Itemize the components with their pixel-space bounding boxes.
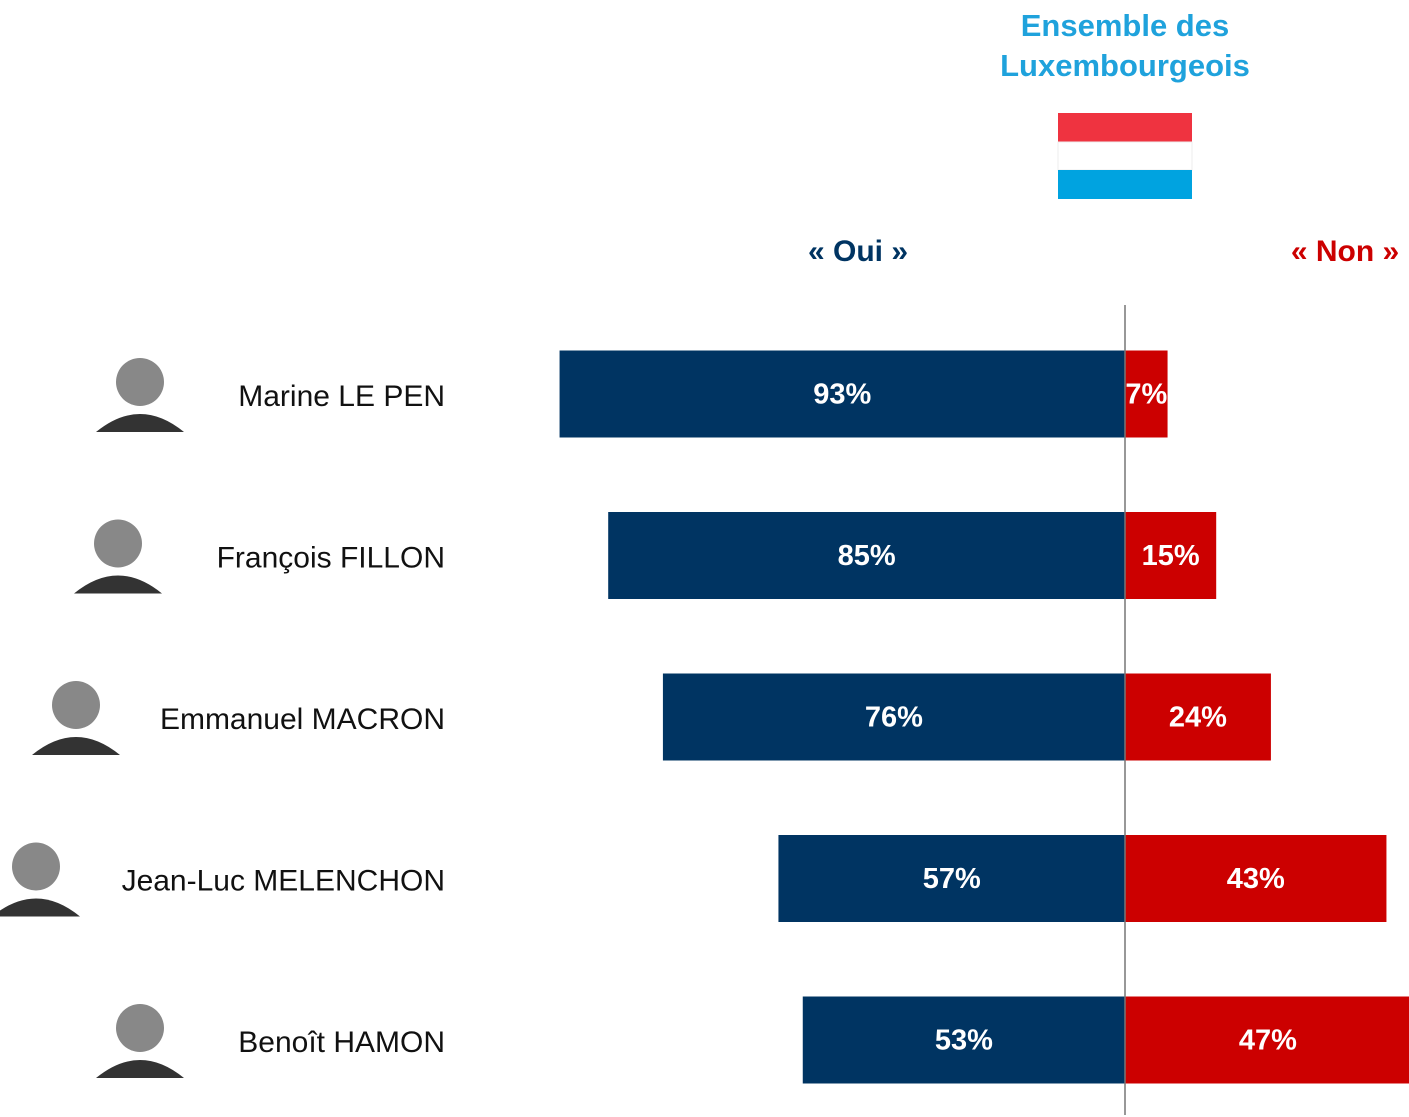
bar <box>1125 996 1409 1084</box>
photos <box>0 358 184 1078</box>
category-label: Jean-Luc MELENCHON <box>122 864 445 897</box>
value-label: 24% <box>1169 702 1227 734</box>
value-label: 47% <box>1239 1025 1297 1057</box>
bar <box>1125 350 1168 438</box>
bar <box>778 835 1125 922</box>
bar <box>1125 512 1217 599</box>
value-label: 57% <box>923 863 981 895</box>
bar <box>662 673 1125 761</box>
chart-title: Ensemble des Luxembourgeois <box>1000 8 1250 83</box>
photo-head <box>12 842 60 891</box>
photo-body <box>74 575 162 594</box>
bar <box>1125 835 1387 922</box>
value-label: 53% <box>935 1025 993 1057</box>
value-label: 15% <box>1142 540 1200 572</box>
bar <box>608 512 1125 599</box>
category-label: Marine LE PEN <box>238 380 445 413</box>
flag-blue <box>1058 170 1192 199</box>
photo-body <box>32 737 120 755</box>
flag-white <box>1057 141 1193 171</box>
legend-label: « Non » <box>1291 235 1399 268</box>
legend-label: « Oui » <box>808 235 908 268</box>
category-label: Benoît HAMON <box>238 1026 445 1059</box>
photo-body <box>0 898 80 917</box>
category-label: Emmanuel MACRON <box>160 703 445 736</box>
value-label: 7% <box>1125 379 1167 411</box>
category-label: François FILLON <box>217 541 445 574</box>
value-label: 93% <box>813 379 871 411</box>
photo-body <box>96 1060 184 1078</box>
photo-head <box>116 358 164 406</box>
bar <box>559 350 1125 438</box>
flag-red <box>1058 113 1192 142</box>
value-label: 76% <box>865 702 923 734</box>
value-label: 85% <box>838 540 896 572</box>
photo-head <box>94 519 142 568</box>
photo-head <box>116 1004 164 1052</box>
flag <box>1057 113 1193 199</box>
photo-head <box>52 681 100 729</box>
photo-body <box>96 414 184 432</box>
bar <box>1125 673 1271 761</box>
value-label: 43% <box>1227 863 1285 895</box>
bar <box>802 996 1125 1084</box>
